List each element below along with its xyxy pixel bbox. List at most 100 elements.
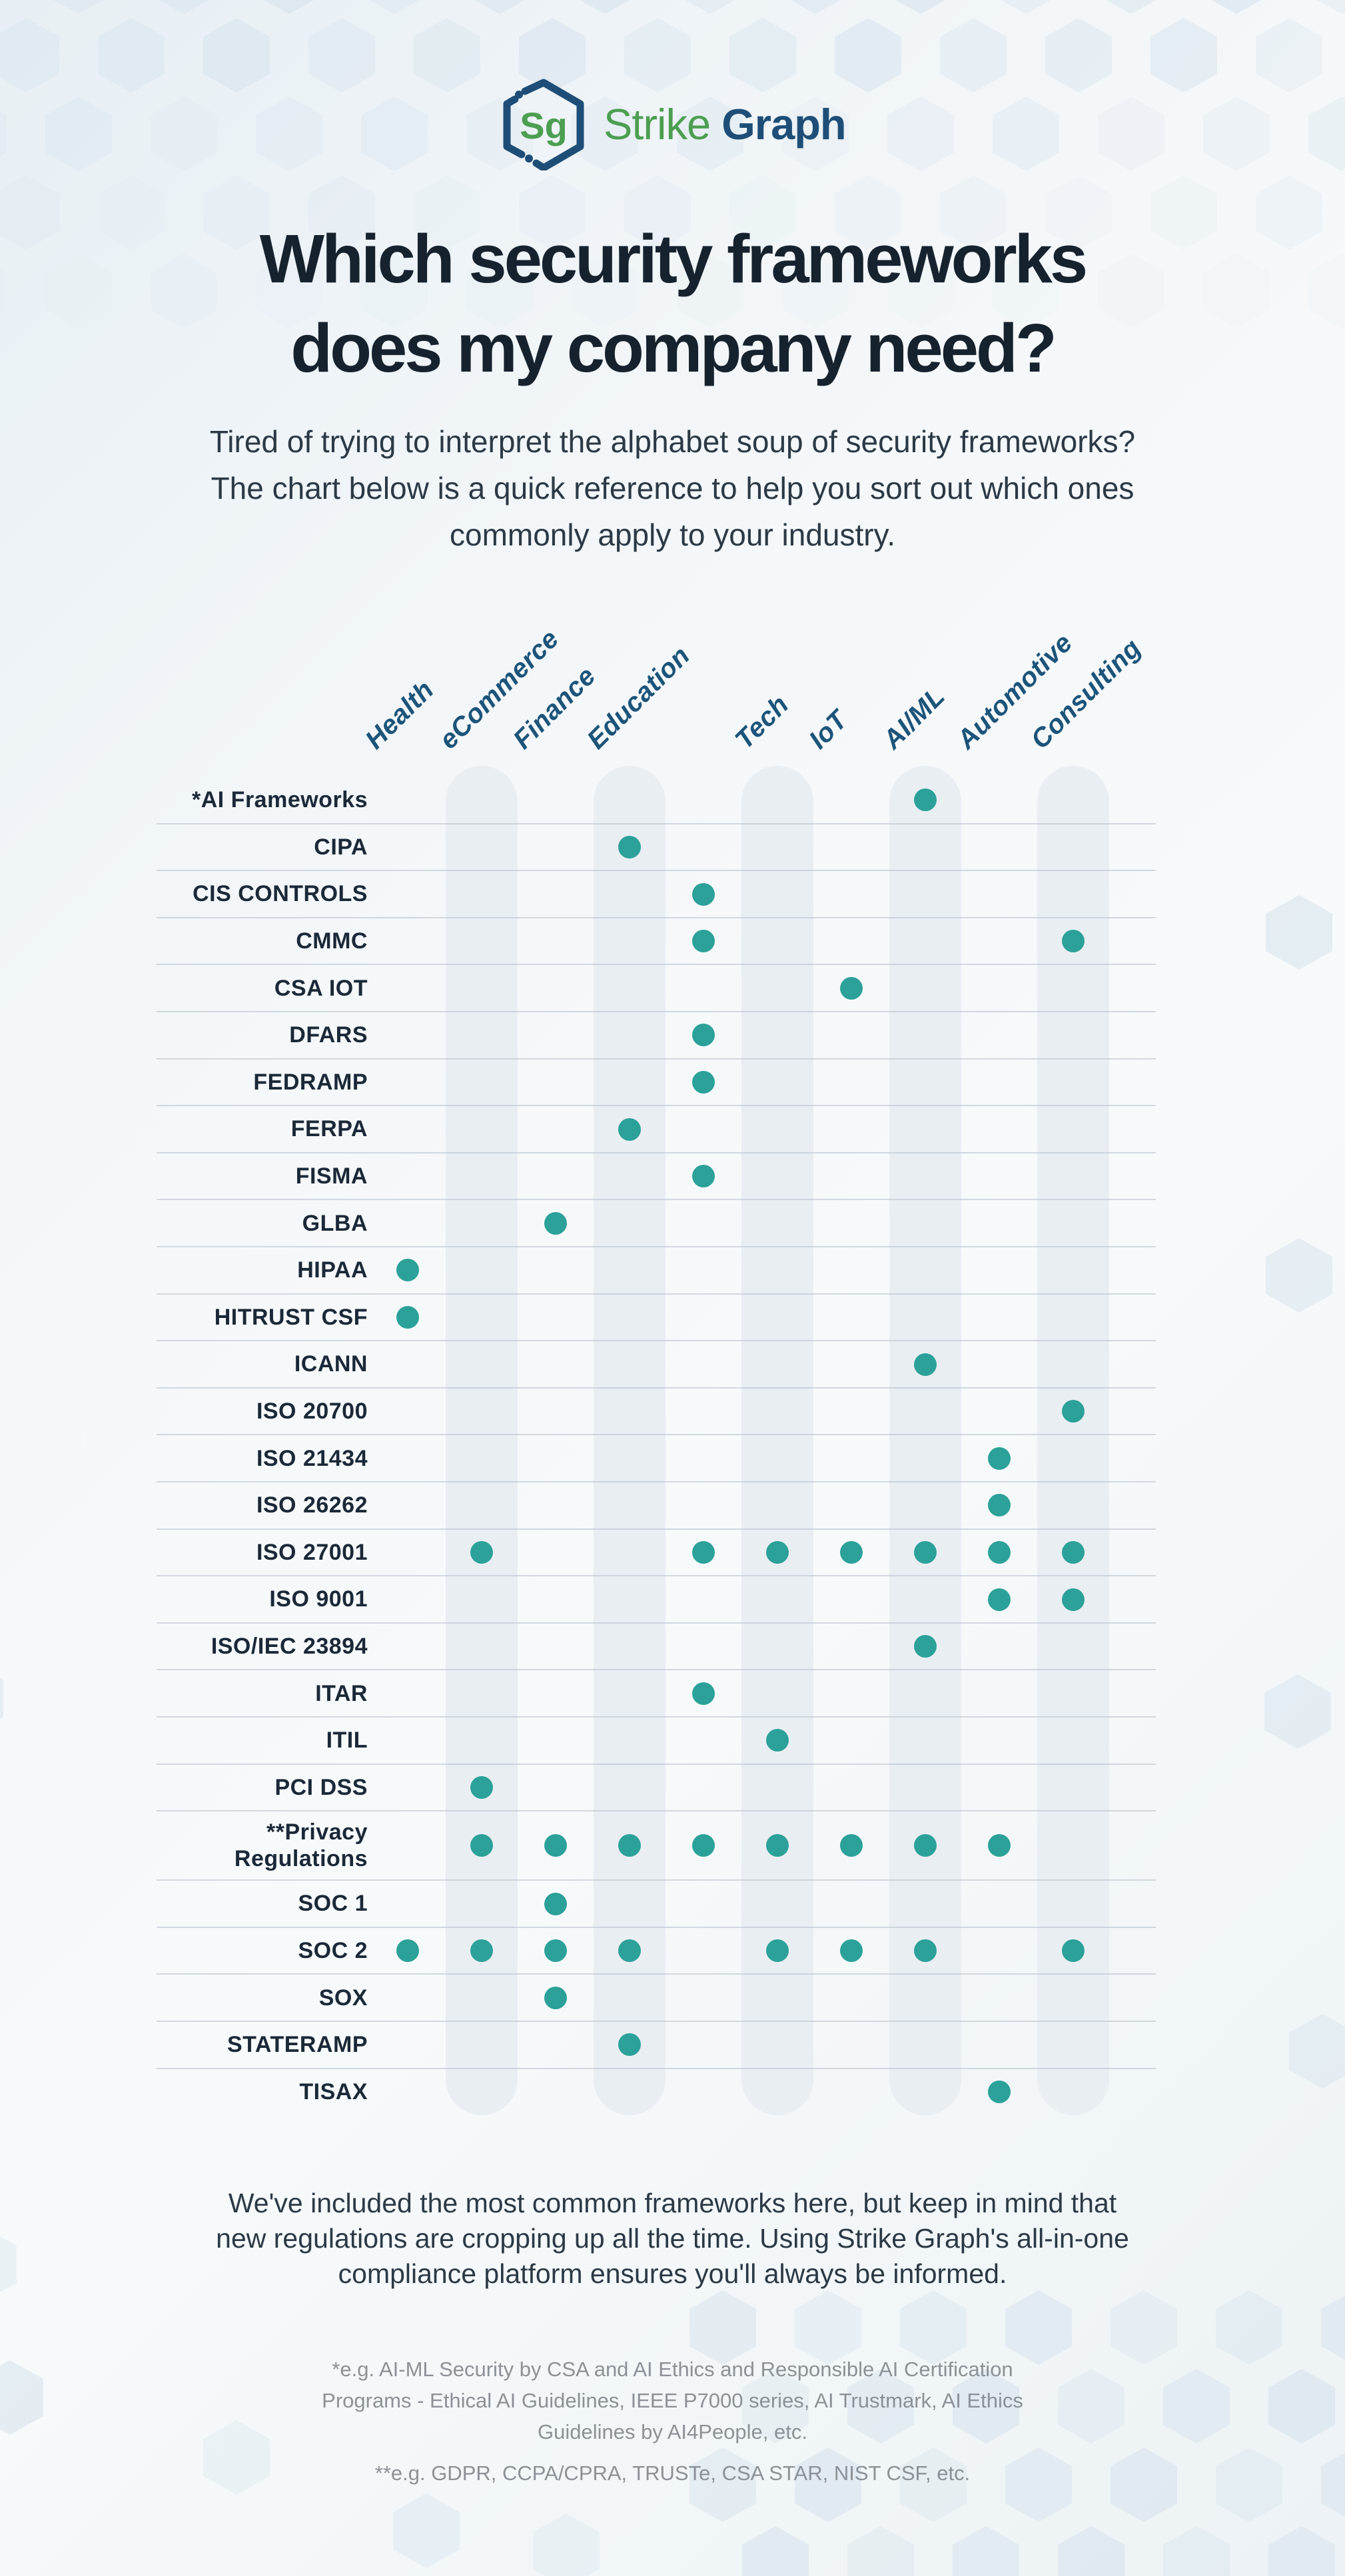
matrix-dot: [988, 1494, 1011, 1517]
hexagon-decoration: [203, 2420, 270, 2495]
row-label: TISAX: [299, 2079, 368, 2104]
row-label: ISO/IEC 23894: [211, 1634, 368, 1660]
row-separator: [157, 1622, 1156, 1624]
matrix-dot: [618, 835, 641, 858]
row-separator: [157, 1340, 1156, 1342]
row-label: DFARS: [289, 1022, 368, 1048]
row-label: FERPA: [290, 1116, 368, 1142]
logo-dot: [525, 155, 533, 162]
row-label: ISO 20700: [256, 1399, 368, 1425]
row-label: **Privacy Regulations: [234, 1819, 368, 1872]
row-label: FISMA: [295, 1163, 368, 1189]
column-band: [889, 766, 961, 2115]
row-label: CIPA: [314, 834, 368, 860]
intro-line-1: Tired of trying to interpret the alphabe…: [209, 424, 1136, 459]
column-header-health: Health: [360, 675, 440, 755]
row-label: HIPAA: [297, 1257, 368, 1283]
row-separator: [157, 1151, 1156, 1153]
hexagon-decoration: [0, 97, 7, 171]
matrix-dot: [840, 976, 863, 1000]
matrix-dot: [470, 1775, 493, 1799]
hexagon-decoration: [466, 97, 533, 171]
row-separator: [157, 1528, 1156, 1530]
hexagon-decoration: [572, 254, 638, 328]
row-label: ISO 9001: [269, 1586, 368, 1612]
footnote-ai-line-3: Guidelines by AI4People, etc.: [538, 2420, 807, 2443]
column-header-tech: Tech: [729, 689, 795, 755]
row-label: ISO 27001: [256, 1539, 368, 1565]
hexagon-decoration: [1005, 2447, 1072, 2522]
matrix-dot: [988, 2080, 1011, 2103]
hexagon-decoration: [689, 2290, 756, 2365]
matrix-dot: [692, 1682, 715, 1705]
row-label: ITIL: [326, 1728, 368, 1754]
brand-wordmark: Strike Graph: [604, 99, 847, 149]
row-separator: [157, 1926, 1156, 1928]
footnote-privacy-line: **e.g. GDPR, CCPA/CPRA, TRUSTe, CSA STAR…: [374, 2461, 971, 2485]
row-separator: [157, 1058, 1156, 1060]
matrix-dot: [618, 2033, 641, 2057]
row-separator: [157, 1199, 1156, 1201]
hexagon-decoration: [98, 18, 165, 93]
logo-monogram: Sg: [520, 105, 568, 147]
intro-line-3: commonly apply to your industry.: [450, 517, 895, 552]
footnote-ai-frameworks: *e.g. AI-ML Security by CSA and AI Ethic…: [0, 2354, 1345, 2447]
hexagon-decoration: [900, 2447, 967, 2522]
hexagon-decoration: [1005, 2290, 1072, 2365]
hexagon-decoration: [624, 18, 691, 93]
matrix-dot: [692, 1165, 715, 1188]
matrix-dot: [988, 1588, 1011, 1611]
matrix-dot: [470, 1834, 493, 1857]
row-label: SOC 1: [298, 1891, 368, 1917]
matrix-dot: [988, 1834, 1011, 1857]
row-separator: [157, 1879, 1156, 1881]
row-label: ICANN: [294, 1351, 368, 1377]
outro-line-1: We've included the most common framework…: [228, 2188, 1117, 2218]
hexagon-decoration: [1111, 2290, 1177, 2365]
matrix-dot: [396, 1939, 419, 1963]
matrix-dot: [544, 1939, 567, 1963]
intro-line-2: The chart below is a quick reference to …: [211, 471, 1134, 505]
row-separator: [157, 916, 1156, 918]
hexagon-decoration: [1216, 2290, 1282, 2365]
outro-line-3: compliance platform ensures you'll alway…: [338, 2258, 1007, 2289]
matrix-dot: [544, 1986, 567, 2009]
hexagon-decoration: [45, 97, 112, 171]
brand-name-strike: Strike: [604, 99, 711, 149]
row-label: SOC 2: [298, 1938, 368, 1964]
matrix-dot: [766, 1834, 789, 1857]
row-separator: [157, 1810, 1156, 1812]
column-header-iot: IoT: [803, 705, 853, 755]
row-label: ISO 26262: [256, 1492, 368, 1518]
hexagon-decoration: [742, 2369, 809, 2443]
column-band: [594, 766, 666, 2115]
matrix-dot: [470, 1540, 493, 1564]
row-separator: [157, 2067, 1156, 2069]
matrix-dot: [840, 1540, 863, 1564]
column-band: [741, 766, 813, 2115]
row-separator: [157, 2021, 1156, 2022]
row-label: *AI Frameworks: [192, 787, 368, 813]
footnote-privacy-regulations: **e.g. GDPR, CCPA/CPRA, TRUSTe, CSA STAR…: [0, 2457, 1345, 2489]
hexagon-decoration: [795, 2290, 861, 2365]
row-separator: [157, 1105, 1156, 1107]
matrix-dot: [692, 1834, 715, 1857]
matrix-dot: [1062, 1400, 1085, 1423]
row-separator: [157, 1434, 1156, 1436]
column-band: [446, 766, 518, 2115]
matrix-dot: [618, 1118, 641, 1141]
row-label: ISO 21434: [256, 1445, 368, 1471]
hexagon-decoration: [519, 175, 586, 250]
matrix-dot: [692, 1070, 715, 1094]
hexagon-decoration: [361, 254, 428, 328]
matrix-dot: [544, 1211, 567, 1235]
row-separator: [157, 1387, 1156, 1389]
row-label: CMMC: [296, 928, 368, 954]
row-label: SOX: [318, 1985, 368, 2011]
hexagon-decoration: [1058, 2369, 1124, 2443]
hexagon-decoration: [361, 97, 428, 171]
row-label: CSA IOT: [274, 975, 368, 1001]
matrix-dot: [470, 1939, 493, 1963]
row-separator: [157, 1763, 1156, 1765]
